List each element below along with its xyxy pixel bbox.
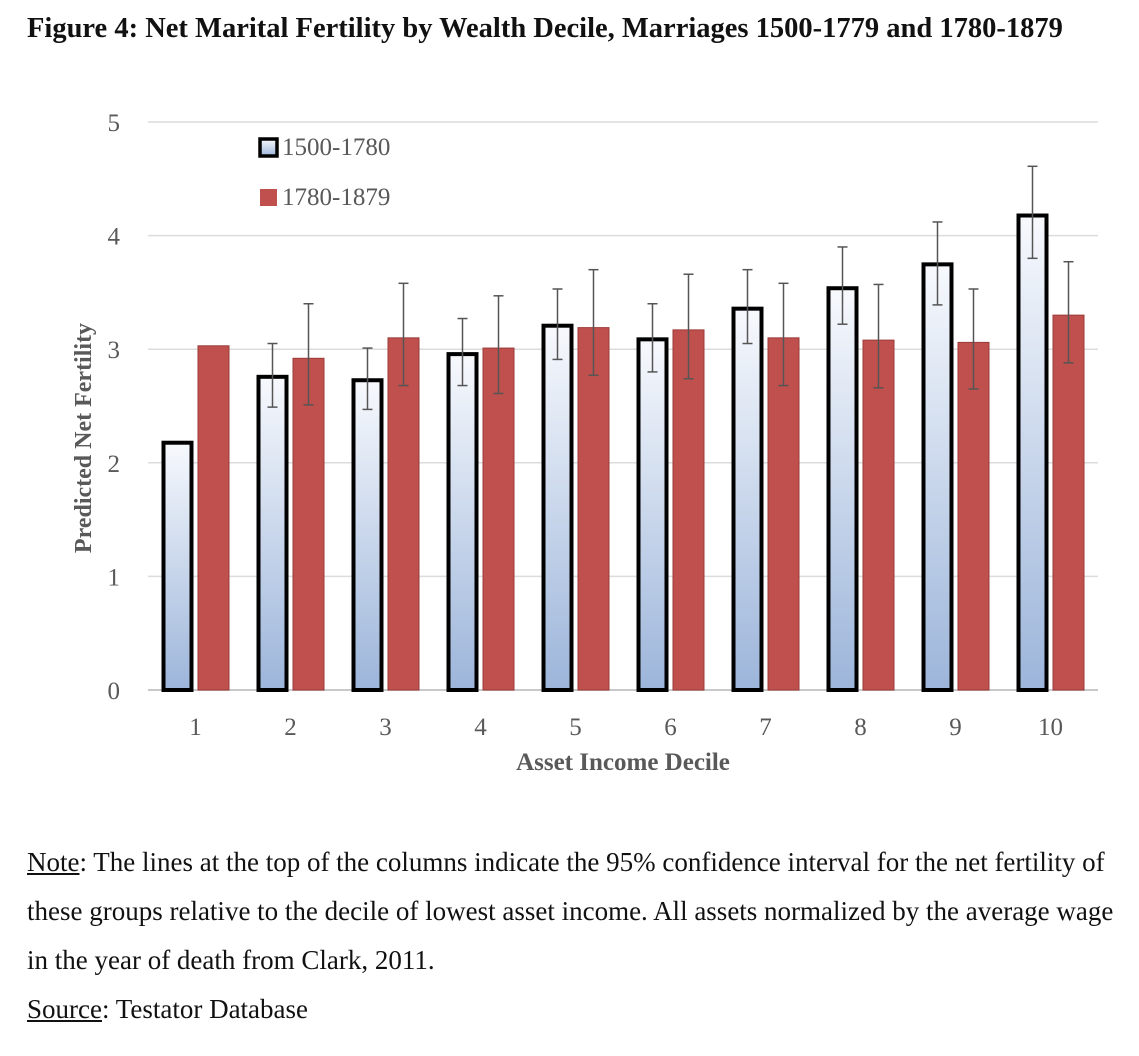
x-tick-label: 8 [854, 714, 867, 741]
bar-1780-1879 [672, 329, 705, 691]
y-axis-label: Predicted Net Fertility [71, 323, 97, 553]
x-tick-label: 4 [474, 714, 487, 741]
x-tick-label: 10 [1038, 714, 1063, 741]
y-tick-label: 3 [108, 337, 121, 364]
bar-1500-1780 [921, 262, 954, 692]
bar-1500-1780 [636, 337, 669, 692]
x-tick-label: 5 [569, 714, 582, 741]
legend: 1500-1780 1780-1879 [258, 134, 390, 211]
bar-1780-1879 [862, 339, 895, 691]
x-axis-ticks: 1 2 3 4 5 6 7 8 9 10 [189, 714, 1063, 741]
x-tick-label: 3 [379, 714, 392, 741]
x-tick-label: 9 [949, 714, 962, 741]
legend-swatch-1500-1780 [258, 137, 279, 158]
y-axis-ticks: 0 1 2 3 4 5 [108, 110, 121, 705]
legend-swatch-1780-1879 [260, 189, 277, 206]
source-label: Source [27, 994, 102, 1024]
bar-1500-1780 [446, 352, 479, 692]
bar-1780-1879 [577, 327, 610, 691]
y-tick-label: 4 [108, 224, 121, 251]
source-paragraph: Source: Testator Database [27, 985, 1117, 1034]
bar-1780-1879 [1052, 314, 1085, 691]
bar-1500-1780 [826, 286, 859, 692]
bar-1500-1780 [161, 440, 194, 692]
legend-label-1500-1780: 1500-1780 [282, 134, 390, 161]
bar-1500-1780 [351, 378, 384, 692]
x-tick-label: 2 [284, 714, 297, 741]
bar-1500-1780 [541, 323, 574, 692]
bar-1780-1879 [292, 357, 325, 691]
y-tick-label: 1 [108, 564, 121, 591]
figure-title: Figure 4: Net Marital Fertility by Wealt… [27, 13, 1063, 44]
bar-1780-1879 [387, 337, 420, 691]
bars [161, 213, 1085, 693]
bar-1780-1879 [482, 347, 515, 691]
bar-1780-1879 [197, 345, 230, 691]
bar-1780-1879 [767, 337, 800, 691]
x-axis-label: Asset Income Decile [516, 749, 730, 776]
y-tick-label: 2 [108, 451, 121, 478]
legend-label-1780-1879: 1780-1879 [282, 184, 390, 211]
x-tick-label: 6 [664, 714, 677, 741]
bar-chart: 0 1 2 3 4 5 1 2 3 4 5 6 7 8 9 10 Asset Income Decile P… [71, 110, 1098, 776]
note-text: : The lines at the top of the columns in… [27, 847, 1114, 975]
notes: Note: The lines at the top of the column… [27, 838, 1117, 1034]
bar-1500-1780 [731, 306, 764, 692]
y-tick-label: 0 [108, 678, 121, 705]
bar-1500-1780 [1016, 213, 1049, 693]
y-tick-label: 5 [108, 110, 121, 137]
bar-1500-1780 [256, 374, 289, 692]
note-label: Note [27, 847, 80, 877]
x-tick-label: 7 [759, 714, 772, 741]
x-tick-label: 1 [189, 714, 202, 741]
note-paragraph: Note: The lines at the top of the column… [27, 838, 1117, 985]
error-bars [267, 165, 1074, 411]
source-text: : Testator Database [101, 994, 309, 1024]
bar-1780-1879 [957, 341, 990, 691]
